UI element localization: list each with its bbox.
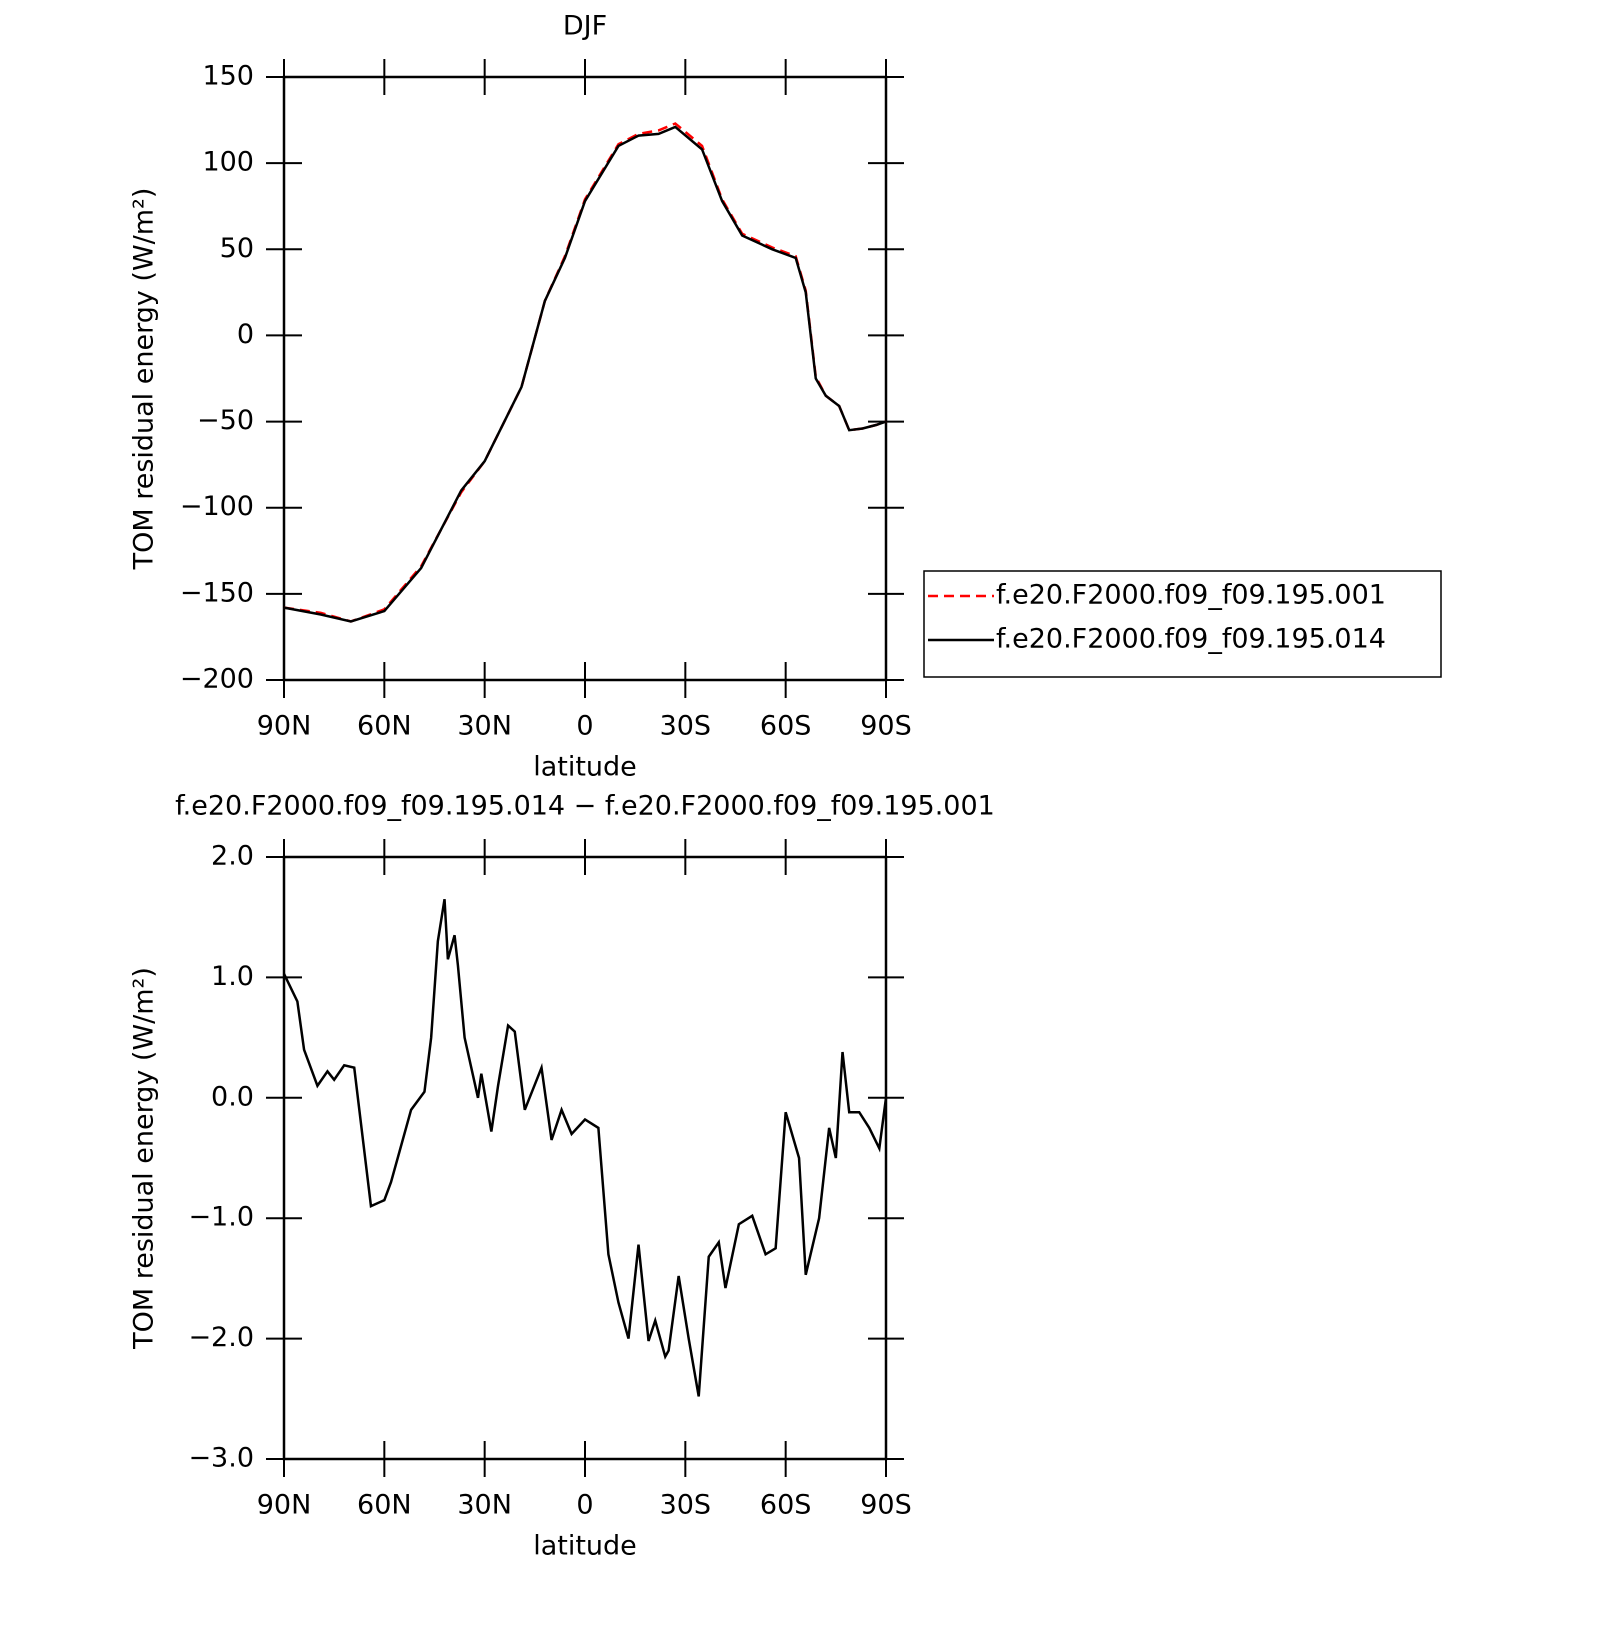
x-tick-label: 90N [257,711,312,742]
x-tick-label: 60N [357,711,412,742]
x-tick-label: 30N [457,1490,512,1521]
chart-title: DJF [563,11,607,42]
y-tick-label: −100 [180,491,254,522]
x-tick-label: 30S [660,1490,712,1521]
x-tick-label: 30S [660,711,712,742]
y-tick-label: 150 [202,61,254,92]
y-tick-label: 50 [220,233,254,264]
data-line [283,122,887,623]
y-tick-label: 0 [237,319,254,350]
x-axis-label: latitude [533,1531,637,1562]
y-tick-label: 100 [202,147,254,178]
y-tick-label: 0.0 [211,1081,254,1112]
plot-frame [282,75,888,682]
plot-frame [282,855,888,1461]
y-tick-label: −200 [180,664,254,695]
legend-label: f.e20.F2000.f09_f09.195.001 [996,580,1386,611]
x-tick-label: 90N [257,1490,312,1521]
y-axis-label: TOM residual energy (W/m²) [129,967,160,1350]
y-tick-label: −2.0 [188,1322,254,1353]
chart-title: f.e20.F2000.f09_f09.195.014 − f.e20.F200… [175,791,995,822]
x-tick-label: 30N [457,711,512,742]
data-line [282,898,888,1397]
x-tick-label: 60S [760,1490,812,1521]
y-tick-label: −3.0 [188,1443,254,1474]
y-tick-label: 1.0 [211,961,254,992]
legend-box [923,570,1442,678]
x-tick-label: 90S [860,711,912,742]
x-tick-label: 0 [576,711,593,742]
y-tick-label: 2.0 [211,841,254,872]
y-tick-label: −150 [180,577,254,608]
x-tick-label: 0 [576,1490,593,1521]
y-tick-label: −50 [197,405,254,436]
y-tick-label: −1.0 [188,1202,254,1233]
x-axis-label: latitude [533,752,637,783]
x-tick-label: 60S [760,711,812,742]
legend-label: f.e20.F2000.f09_f09.195.014 [996,624,1386,655]
x-tick-label: 60N [357,1490,412,1521]
y-axis-label: TOM residual energy (W/m²) [129,188,160,571]
x-tick-label: 90S [860,1490,912,1521]
data-line [283,125,887,623]
